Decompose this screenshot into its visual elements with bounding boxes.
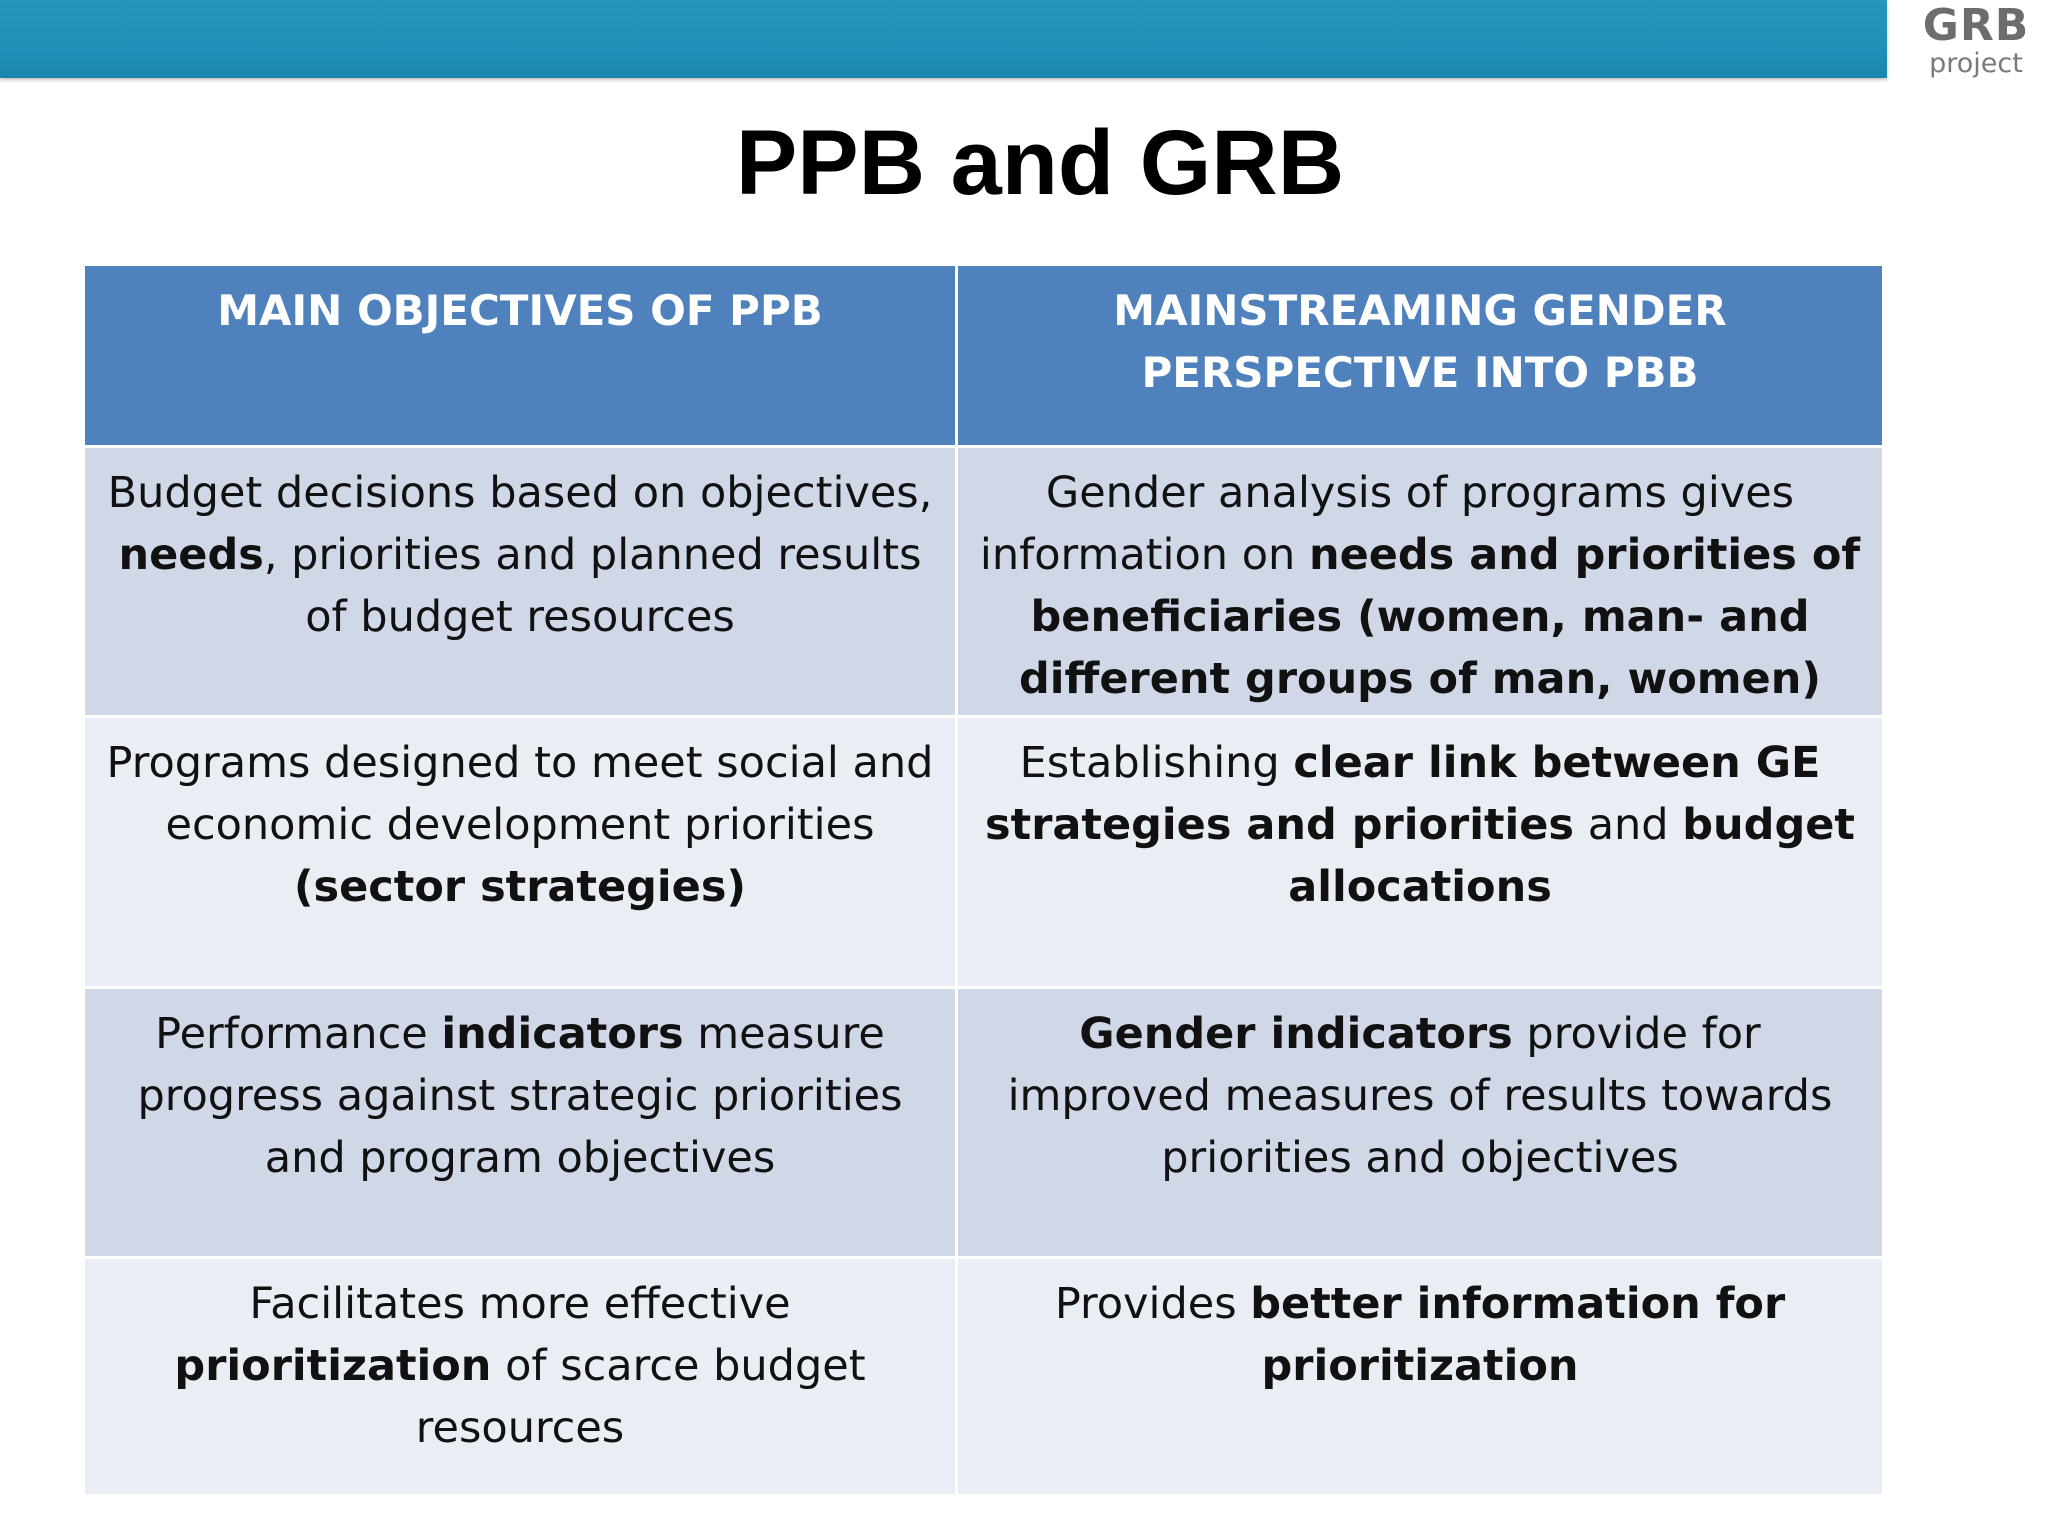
logo-sub-text: project — [1929, 48, 2023, 79]
cell-text: Performance — [155, 1008, 442, 1059]
logo-main-text: GRB — [1922, 0, 2030, 51]
slide-title: PPB and GRB — [735, 112, 1345, 214]
table-row: Performance indicators measure progress … — [82, 985, 1885, 1259]
grb-project-logo: GRB project — [1921, 2, 2031, 82]
cell-bold-text: clear link between GE strategies and pri… — [985, 738, 1821, 851]
cell-bold-text: Gender indicators — [1079, 1008, 1513, 1059]
table-cell-ppb: Performance indicators measure progress … — [82, 985, 958, 1259]
cell-text: Provides — [1054, 1278, 1251, 1329]
cell-text: Facilitates more effective — [249, 1278, 791, 1329]
cell-bold-text: indicators — [441, 1008, 684, 1059]
cell-text: Gender analysis of programs gives inform… — [979, 468, 1795, 580]
header-main-objectives-ppb: MAIN OBJECTIVES OF PPB — [82, 263, 958, 448]
table-cell-grb: Gender indicators provide for improved m… — [955, 985, 1885, 1259]
cell-bold-text: needs and priorities of beneficiaries (w… — [1019, 530, 1861, 704]
table-row: Programs designed to meet social and eco… — [82, 715, 1885, 989]
table-cell-ppb: Budget decisions based on objectives, ne… — [82, 444, 958, 719]
table-cell-grb: Gender analysis of programs gives inform… — [955, 444, 1885, 719]
cell-text: Budget decisions based on objectives, — [107, 468, 933, 518]
table-cell-grb: Provides better information for prioriti… — [955, 1255, 1885, 1498]
table-row: Facilitates more effective prioritizatio… — [82, 1255, 1885, 1498]
top-banner-bar — [0, 0, 1887, 78]
table-cell-ppb: Programs designed to meet social and eco… — [82, 715, 958, 989]
cell-text: Programs designed to meet social and eco… — [106, 738, 934, 851]
cell-bold-text: budget allocations — [1288, 800, 1855, 913]
cell-bold-text: better information for prioritization — [1250, 1278, 1786, 1391]
table-cell-ppb: Facilitates more effective prioritizatio… — [82, 1255, 958, 1498]
cell-bold-text: (sector strategies) — [293, 862, 747, 913]
cell-bold-text: prioritization — [174, 1340, 492, 1391]
table-cell-grb: Establishing clear link between GE strat… — [955, 715, 1885, 989]
cell-text: Establishing — [1019, 738, 1294, 789]
table-header-row: MAIN OBJECTIVES OF PPB MAINSTREAMING GEN… — [82, 263, 1885, 448]
cell-text: , priorities and planned results of budg… — [263, 530, 922, 642]
header-mainstreaming-gender: MAINSTREAMING GENDER PERSPECTIVE INTO PB… — [955, 263, 1885, 448]
cell-text: measure progress against strategic prior… — [137, 1008, 903, 1183]
cell-text: and — [1574, 800, 1683, 851]
table-row: Budget decisions based on objectives, ne… — [82, 444, 1885, 719]
cell-bold-text: needs — [118, 530, 264, 580]
cell-text: provide for improved measures of results… — [1007, 1008, 1833, 1183]
cell-text: of scarce budget resources — [415, 1340, 866, 1453]
comparison-table: MAIN OBJECTIVES OF PPB MAINSTREAMING GEN… — [82, 263, 1885, 1498]
